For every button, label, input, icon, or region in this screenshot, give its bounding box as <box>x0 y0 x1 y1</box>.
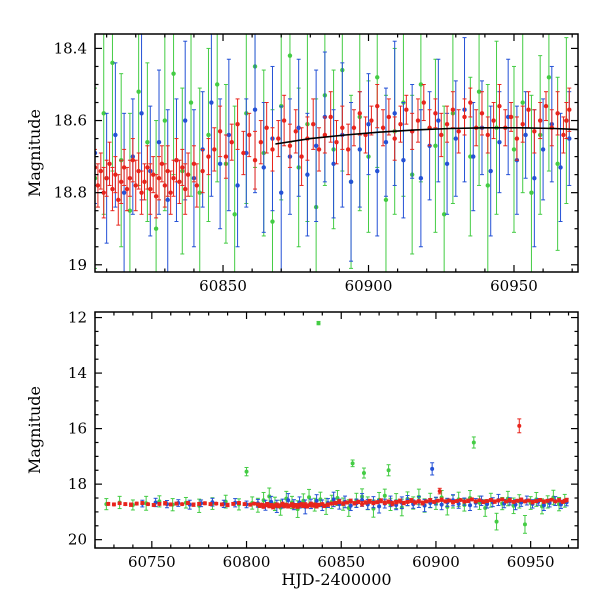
x-tick-label: 60900 <box>412 553 460 571</box>
x-tick-label: 60750 <box>128 553 176 571</box>
x-axis-label: HJD-2400000 <box>281 570 391 589</box>
panel-bottom-red-series <box>106 418 569 510</box>
plot-frame-bottom <box>94 311 579 549</box>
y-tick-label: 12 <box>68 309 87 327</box>
plot-frame-top <box>94 33 579 273</box>
y-tick-label: 18.4 <box>54 39 87 57</box>
black-model-curve <box>275 127 578 145</box>
y-tick-label: 20 <box>68 531 87 549</box>
x-tick-label: 60850 <box>317 553 365 571</box>
x-tick-label: 60900 <box>345 277 393 295</box>
panel-top-red-series <box>95 83 572 226</box>
x-tick-label: 60800 <box>223 553 271 571</box>
panel-bottom-blue-series <box>140 462 569 515</box>
y-tick-label: 18.6 <box>54 112 87 130</box>
x-tick-label: 60850 <box>199 277 247 295</box>
panel-top: 60850 60900 60950 18.4 18.6 18.8 19 Magnitude <box>25 33 579 295</box>
y-tick-label: 18 <box>68 475 87 493</box>
y-tick-label: 18.8 <box>54 184 87 202</box>
x-tick-label: 60950 <box>507 553 555 571</box>
panel-top-green-series <box>95 34 569 272</box>
y-tick-label: 14 <box>68 364 87 382</box>
panel-bottom: 60750 60800 60850 60900 60950 12 14 16 18 20 Magni… <box>25 309 579 589</box>
y-axis-label-top: Magnitude <box>25 109 44 197</box>
y-tick-label: 16 <box>68 420 87 438</box>
y-tick-label: 19 <box>68 256 87 274</box>
y-axis-label-bottom: Magnitude <box>25 386 44 474</box>
x-tick-label: 60950 <box>490 277 538 295</box>
